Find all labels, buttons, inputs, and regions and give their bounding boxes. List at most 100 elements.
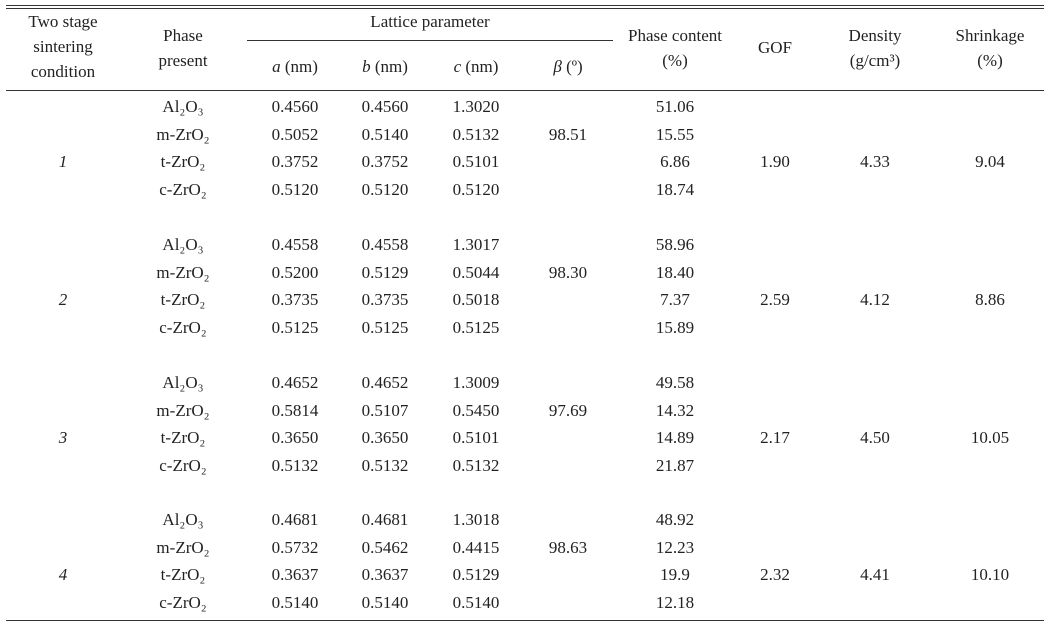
cell: 0.5101 (452, 428, 500, 447)
symbol: a (272, 57, 281, 76)
cell: 7.37 (660, 290, 690, 309)
cell: 0.4415 (452, 537, 500, 557)
cell: 10.05 (970, 428, 1010, 447)
cell: 0.5140 (361, 124, 409, 144)
phase-cell: c-ZrO₂ (159, 179, 207, 199)
cell: 98.63 (548, 537, 588, 557)
cell: 0.5044 (452, 262, 500, 282)
header-cell: (%) (662, 51, 688, 70)
condition-cell: 2 (58, 290, 68, 309)
cell: 0.5052 (271, 124, 319, 144)
cell: 0.4652 (271, 373, 319, 392)
cell: 1.90 (760, 152, 790, 171)
header-cell: Two stage (28, 12, 98, 31)
cell: 0.5140 (271, 592, 319, 612)
cell: 97.69 (548, 400, 588, 420)
cell: 12.23 (655, 537, 695, 557)
cell: 0.3752 (271, 152, 319, 171)
cell: 0.3637 (361, 565, 409, 584)
bottom-rule (6, 620, 1044, 621)
cell: 0.4558 (361, 235, 409, 254)
cell: 0.5125 (271, 317, 319, 337)
cell: 0.5129 (452, 565, 500, 584)
phase-cell: Al₂O₃ (162, 235, 204, 254)
symbol: b (362, 57, 371, 76)
cell: 2.17 (760, 428, 790, 447)
cell: 4.50 (860, 428, 890, 447)
cell: 14.89 (655, 428, 695, 447)
cell: 0.4652 (361, 373, 409, 392)
cell: 0.3735 (361, 290, 409, 309)
unit: (nm) (465, 57, 499, 76)
cell: 0.5120 (452, 179, 500, 199)
cell: 0.5814 (271, 400, 319, 420)
cell: 0.3752 (361, 152, 409, 171)
condition-cell: 1 (58, 152, 68, 171)
top-rule (6, 8, 1044, 9)
header-cell: Shrinkage (955, 26, 1025, 45)
phase-cell: c-ZrO₂ (159, 317, 207, 337)
phase-cell: m-ZrO₂ (156, 537, 210, 557)
phase-cell: t-ZrO₂ (160, 428, 206, 447)
cell: 98.51 (548, 124, 588, 144)
cell: 10.10 (970, 565, 1010, 584)
header-cell: Density (848, 26, 902, 45)
cell: 0.5140 (452, 592, 500, 612)
phase-cell: Al₂O₃ (162, 510, 204, 529)
header-cell: Lattice parameter (370, 12, 490, 31)
cell: 0.5732 (271, 537, 319, 557)
cell: 0.4681 (361, 510, 409, 529)
cell: 4.41 (860, 565, 890, 584)
top-rule (6, 5, 1044, 6)
cell: 0.5462 (361, 537, 409, 557)
cell: 19.9 (660, 565, 690, 584)
unit: (º) (566, 57, 583, 76)
header-cell: Phase (163, 26, 203, 45)
phase-cell: t-ZrO₂ (160, 565, 206, 584)
phase-cell: m-ZrO₂ (156, 124, 210, 144)
cell: 15.55 (655, 124, 695, 144)
cell: 0.3650 (361, 428, 409, 447)
cell: 2.32 (760, 565, 790, 584)
phase-cell: m-ZrO₂ (156, 262, 210, 282)
cell: 0.4560 (271, 97, 319, 116)
cell: 18.74 (655, 179, 695, 199)
cell: 0.4560 (361, 97, 409, 116)
cell: 98.30 (548, 262, 588, 282)
cell: 0.5129 (361, 262, 409, 282)
cell: 0.5132 (452, 124, 500, 144)
cell: 0.3650 (271, 428, 319, 447)
group-rule (247, 40, 613, 41)
cell: 4.12 (860, 290, 890, 309)
cell: 0.5120 (271, 179, 319, 199)
cell: 0.5125 (452, 317, 500, 337)
cell: 4.33 (860, 152, 890, 171)
header-cell: Phase content (628, 26, 722, 45)
cell: 12.18 (655, 592, 695, 612)
cell: 1.3018 (452, 510, 500, 529)
cell: 14.32 (655, 400, 695, 420)
cell: 0.5140 (361, 592, 409, 612)
header-cell: condition (30, 62, 96, 81)
phase-cell: Al₂O₃ (162, 97, 204, 116)
header-cell: present (158, 51, 208, 70)
cell: 1.3009 (452, 373, 500, 392)
cell: 0.5101 (452, 152, 500, 171)
phase-cell: t-ZrO₂ (160, 152, 206, 171)
header-cell: (%) (977, 51, 1003, 70)
cell: 0.5132 (452, 455, 500, 475)
cell: 0.3735 (271, 290, 319, 309)
header-cell: (g/cm³) (849, 51, 901, 70)
cell: 0.5132 (361, 455, 409, 475)
phase-cell: Al₂O₃ (162, 373, 204, 392)
cell: 0.5450 (452, 400, 500, 420)
cell: 15.89 (655, 317, 695, 337)
cell: 0.5107 (361, 400, 409, 420)
cell: 21.87 (655, 455, 695, 475)
header-cell: c (nm) (454, 57, 499, 77)
phase-cell: c-ZrO₂ (159, 455, 207, 475)
cell: 58.96 (655, 235, 695, 254)
header-cell: GOF (757, 38, 793, 57)
symbol: β (553, 57, 562, 76)
